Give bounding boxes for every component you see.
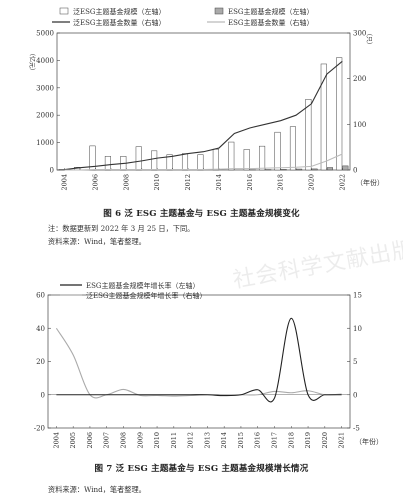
figure6-chart: 0 1000 2000 3000 4000 5000 0 100 200 300 （亿元） （只） （年…: [28, 7, 384, 191]
x-tick-label: 2013: [203, 432, 211, 449]
left-tick-label: 0: [41, 391, 45, 399]
x-tick-label: 2012: [184, 174, 192, 191]
x-tick-label: 2018: [277, 174, 285, 191]
left-tick-label: 2000: [36, 112, 54, 120]
x-tick-label: 2016: [246, 174, 254, 191]
x-tick-label: 2010: [153, 174, 161, 191]
esg-scale-bar: [296, 168, 303, 171]
x-tick-label: 2021: [338, 432, 346, 449]
x-tick-label: 2019: [304, 432, 312, 449]
right-tick-label: 0: [353, 167, 357, 175]
esg-scale-bar: [326, 167, 333, 171]
figure7-caption: 图 7 泛 ESG 主题基金与 ESG 主题基金规模增长情况: [94, 464, 309, 474]
x-tick-label: 2006: [86, 432, 94, 449]
left-tick-label: 20: [36, 358, 45, 366]
x-tick-label: 2017: [271, 432, 279, 449]
pan-esg-scale-bar: [212, 148, 219, 171]
figure6-note: 注：数据更新到 2022 年 3 月 25 日，下同。: [48, 224, 195, 233]
legend-label: 泛ESG主题基金规模（左轴）: [73, 7, 166, 16]
pan-esg-scale-bar: [104, 156, 111, 171]
x-tick-label: 2014: [215, 174, 223, 191]
left-tick-label: 5000: [36, 30, 54, 38]
left-tick-label: 1000: [36, 139, 54, 147]
pan-esg-scale-bar: [135, 146, 142, 171]
left-axis-unit: （亿元）: [28, 50, 36, 74]
legend-swatch: [214, 7, 224, 15]
legend-label: ESG主题基金规模（左轴）: [228, 7, 314, 16]
left-tick-label: -20: [34, 425, 45, 433]
x-tick-label: 2011: [170, 432, 178, 449]
pan-esg-scale-bar: [289, 126, 296, 171]
x-tick-label: 2004: [61, 174, 69, 191]
figure6-caption: 图 6 泛 ESG 主题基金与 ESG 主题基金规模变化: [103, 209, 300, 219]
right-tick-label: 5: [353, 358, 357, 366]
x-tick-label: 2005: [69, 432, 77, 449]
pan-esg-scale-bar: [320, 63, 327, 171]
esg-growth-line: [56, 317, 342, 403]
pan-esg-scale-bar: [228, 141, 235, 171]
pan-esg-scale-bar: [305, 99, 312, 171]
legend-label: 泛ESG主题基金数量（右轴）: [73, 18, 166, 27]
right-tick-label: 200: [353, 75, 366, 83]
pan-esg-scale-bar: [197, 154, 204, 171]
legend-swatch: [59, 7, 69, 15]
right-axis-unit: （只）: [365, 30, 372, 48]
pan-esg-scale-bar: [181, 153, 189, 171]
x-tick-label: 2009: [136, 432, 144, 449]
x-tick-label: 2006: [92, 174, 100, 191]
x-tick-label: 2008: [120, 432, 128, 449]
esg-scale-bar: [311, 168, 318, 171]
right-tick-label: 0: [353, 391, 357, 399]
left-tick-label: 3000: [36, 84, 54, 92]
x-tick-label: 2014: [220, 432, 228, 449]
legend-label: 泛ESG主题基金规模年增长率（右轴）: [86, 291, 207, 300]
left-tick-label: 0: [50, 167, 54, 175]
pan-esg-scale-bar: [336, 57, 343, 171]
right-tick-label: 300: [353, 30, 366, 38]
left-tick-label: 4000: [36, 57, 54, 65]
pan-esg-scale-bar: [58, 169, 65, 171]
x-tick-label: 2018: [287, 432, 295, 449]
x-tick-label: 2012: [187, 432, 195, 449]
x-axis-unit: （年份）: [356, 178, 384, 187]
right-tick-label: 10: [353, 325, 362, 333]
pan-esg-scale-bar: [243, 149, 250, 171]
pan-esg-scale-bar: [259, 145, 266, 171]
esg-scale-bar: [342, 165, 349, 171]
x-tick-label: 2004: [52, 432, 60, 449]
x-tick-label: 2008: [122, 174, 130, 191]
x-tick-label: 2020: [307, 174, 315, 191]
left-tick-label: 60: [36, 292, 45, 300]
figure7-source: 资料来源：Wind，笔者整理。: [48, 485, 146, 494]
pan-esg-growth-line: [55, 327, 342, 399]
left-tick-label: 40: [36, 325, 45, 333]
figure7-chart: -20 0 20 40 60 -5 0 5 10 15 2004 2005 2006 2007 2008 20…: [34, 281, 383, 449]
pan-esg-scale-bar: [274, 131, 281, 171]
right-tick-label: 100: [353, 121, 366, 129]
pan-esg-count-line: [64, 60, 343, 171]
x-tick-label: 2007: [103, 432, 111, 449]
x-tick-label: 2015: [237, 432, 245, 449]
right-tick-label: -5: [353, 425, 360, 433]
legend-label: ESG主题基金数量（右轴）: [228, 18, 314, 27]
pan-esg-scale-bar: [151, 150, 158, 171]
x-tick-label: 2010: [153, 432, 161, 449]
right-tick-label: 15: [353, 292, 362, 300]
x-tick-label: 2020: [321, 432, 329, 449]
plot-frame: [47, 294, 351, 429]
legend-label: ESG主题基金规模年增长率（左轴）: [86, 281, 200, 290]
figure6-source: 资料来源：Wind，笔者整理。: [48, 237, 146, 246]
esg-count-line: [64, 153, 343, 171]
x-axis-unit: （年份）: [355, 437, 383, 446]
x-tick-label: 2022: [338, 174, 346, 191]
esg-scale-bar: [280, 169, 287, 171]
x-tick-label: 2016: [254, 432, 262, 449]
